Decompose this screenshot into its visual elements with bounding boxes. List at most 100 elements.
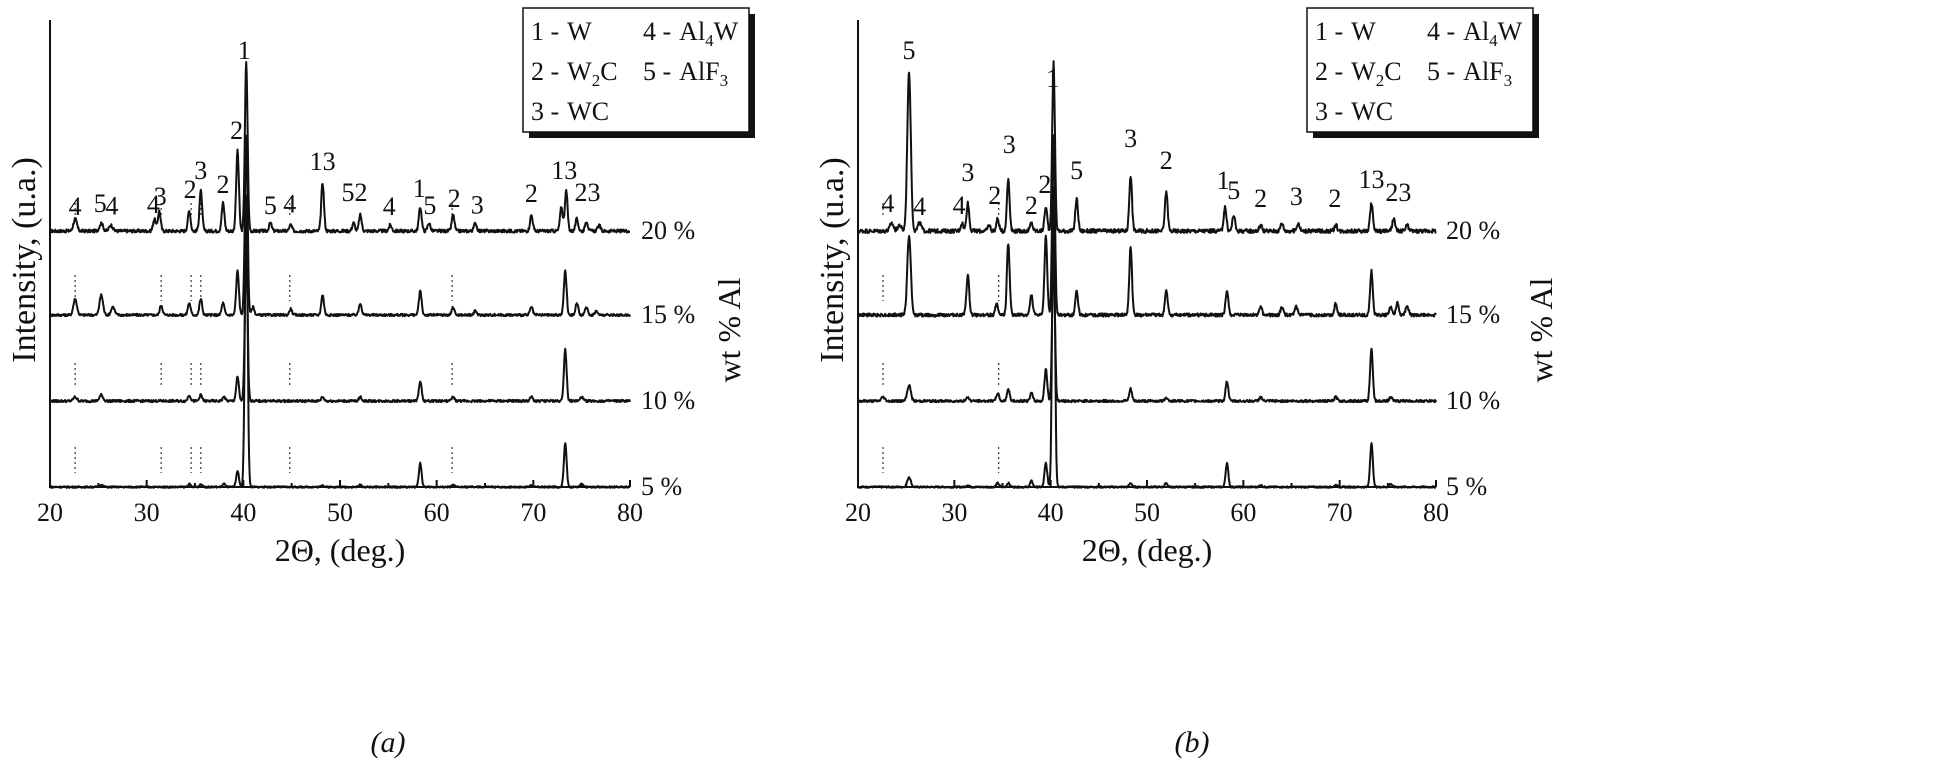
legend-formula: Al [679,17,705,46]
series-label: 20 % [641,216,695,245]
x-tick-label: 40 [230,498,256,527]
x-tick-label: 80 [1423,498,1449,527]
x-tick-label: 60 [424,498,450,527]
peak-label: 2 [448,184,461,213]
peak-label: 1 [413,174,426,203]
peak-label: 4 [953,191,966,220]
legend-subscript: 4 [1489,31,1498,50]
right-axis-label: wt % Al [711,277,747,382]
x-tick-label: 70 [1327,498,1353,527]
legend-box [1306,7,1534,133]
peak-label: 3 [154,182,167,211]
peak-label: 4 [147,190,160,219]
peak-label: 2 [1254,184,1267,213]
legend-formula: WC [1351,97,1393,126]
legend-entry: 3 - WC [1315,97,1393,126]
series-line [49,61,631,234]
peak-label: 2 [1038,170,1051,199]
peak-label: 3 [1124,124,1137,153]
legend-number: 2 - [531,57,559,86]
legend-entry: 4 - Al4W [1427,17,1523,50]
peak-label: 1 [1046,64,1059,93]
peak-label: 2 [1160,146,1173,175]
y-axis-label: Intensity, (u.a.) [6,157,43,363]
peak-label: 5 [423,191,436,220]
x-tick-label: 20 [845,498,871,527]
series-line [857,134,1437,318]
legend-entry: 1 - W [1315,17,1376,46]
legend-formula: W [567,57,592,86]
series-line [49,194,631,489]
legend-formula-tail: C [600,57,617,86]
x-tick-label: 50 [1134,498,1160,527]
legend-entry: 2 - W2C [531,57,618,90]
legend-formula: W [1351,17,1376,46]
legend-subscript: 2 [1376,71,1385,90]
legend-formula-tail: W [1498,17,1523,46]
peak-label: 5 [1070,156,1083,185]
series-label: 10 % [1446,386,1500,415]
x-tick-label: 20 [37,498,63,527]
legend-number: 5 - [1427,57,1455,86]
peak-label: 1 [238,36,251,65]
peak-label: 3 [471,190,484,219]
legend-entry: 5 - AlF3 [643,57,728,90]
x-axis-label: 2Θ, (deg.) [275,532,406,568]
legend-entry: 4 - Al4W [643,17,739,50]
x-tick-label: 30 [941,498,967,527]
peak-label: 3 [1290,182,1303,211]
series-line [857,60,1437,234]
series-line [857,251,1437,404]
legend-number: 1 - [1315,17,1343,46]
series-line [857,186,1437,489]
peak-label: 13 [1358,165,1384,194]
legend-number: 2 - [1315,57,1343,86]
peak-label: 5 [903,36,916,65]
x-tick-label: 80 [617,498,643,527]
x-tick-label: 40 [1038,498,1064,527]
legend-formula: W [567,17,592,46]
legend-box [522,7,750,133]
panel-b: 20 30 40 50 60 70 80 2Θ, (deg.) Intensity, (u.a.… [814,7,1559,759]
peak-label: 2 [184,175,197,204]
x-tick-label: 60 [1230,498,1256,527]
peak-label: 2 [988,181,1001,210]
peak-label: 3 [194,156,207,185]
peak-label: 4 [881,189,894,218]
legend-entry: 2 - W2C [1315,57,1402,90]
legend-formula: WC [567,97,609,126]
peak-label: 2 [1328,184,1341,213]
legend-formula-tail: W [714,17,739,46]
series-line [49,134,631,318]
legend-number: 3 - [1315,97,1343,126]
legend-entry: 5 - AlF3 [1427,57,1512,90]
series-label: 5 % [641,472,682,501]
peak-label: 2 [1025,191,1038,220]
peak-label: 2 [230,116,243,145]
series-label: 15 % [641,300,695,329]
x-tick-label: 70 [520,498,546,527]
legend-subscript: 3 [1504,71,1513,90]
series-label: 20 % [1446,216,1500,245]
y-axis-label: Intensity, (u.a.) [814,157,851,363]
peak-label: 4 [105,192,118,221]
legend-number: 1 - [531,17,559,46]
peak-label: 3 [961,158,974,187]
legend-formula: W [1351,57,1376,86]
legend-number: 3 - [531,97,559,126]
legend-entry: 1 - W [531,17,592,46]
right-axis-label: wt % Al [1523,277,1559,382]
x-axis-label: 2Θ, (deg.) [1082,532,1213,568]
legend-subscript: 4 [705,31,714,50]
series-label: 5 % [1446,472,1487,501]
peak-label: 23 [1385,178,1411,207]
legend-formula-tail: C [1384,57,1401,86]
panel-a: 20 30 40 50 60 70 80 2Θ, (deg.) Intensity, (u.a.… [6,7,755,759]
panel-caption: (a) [371,726,406,759]
peak-label: 5 [94,189,107,218]
legend-subscript: 2 [592,71,601,90]
legend-formula: AlF [1463,57,1503,86]
x-tick-label: 30 [134,498,160,527]
peak-label: 13 [551,156,577,185]
